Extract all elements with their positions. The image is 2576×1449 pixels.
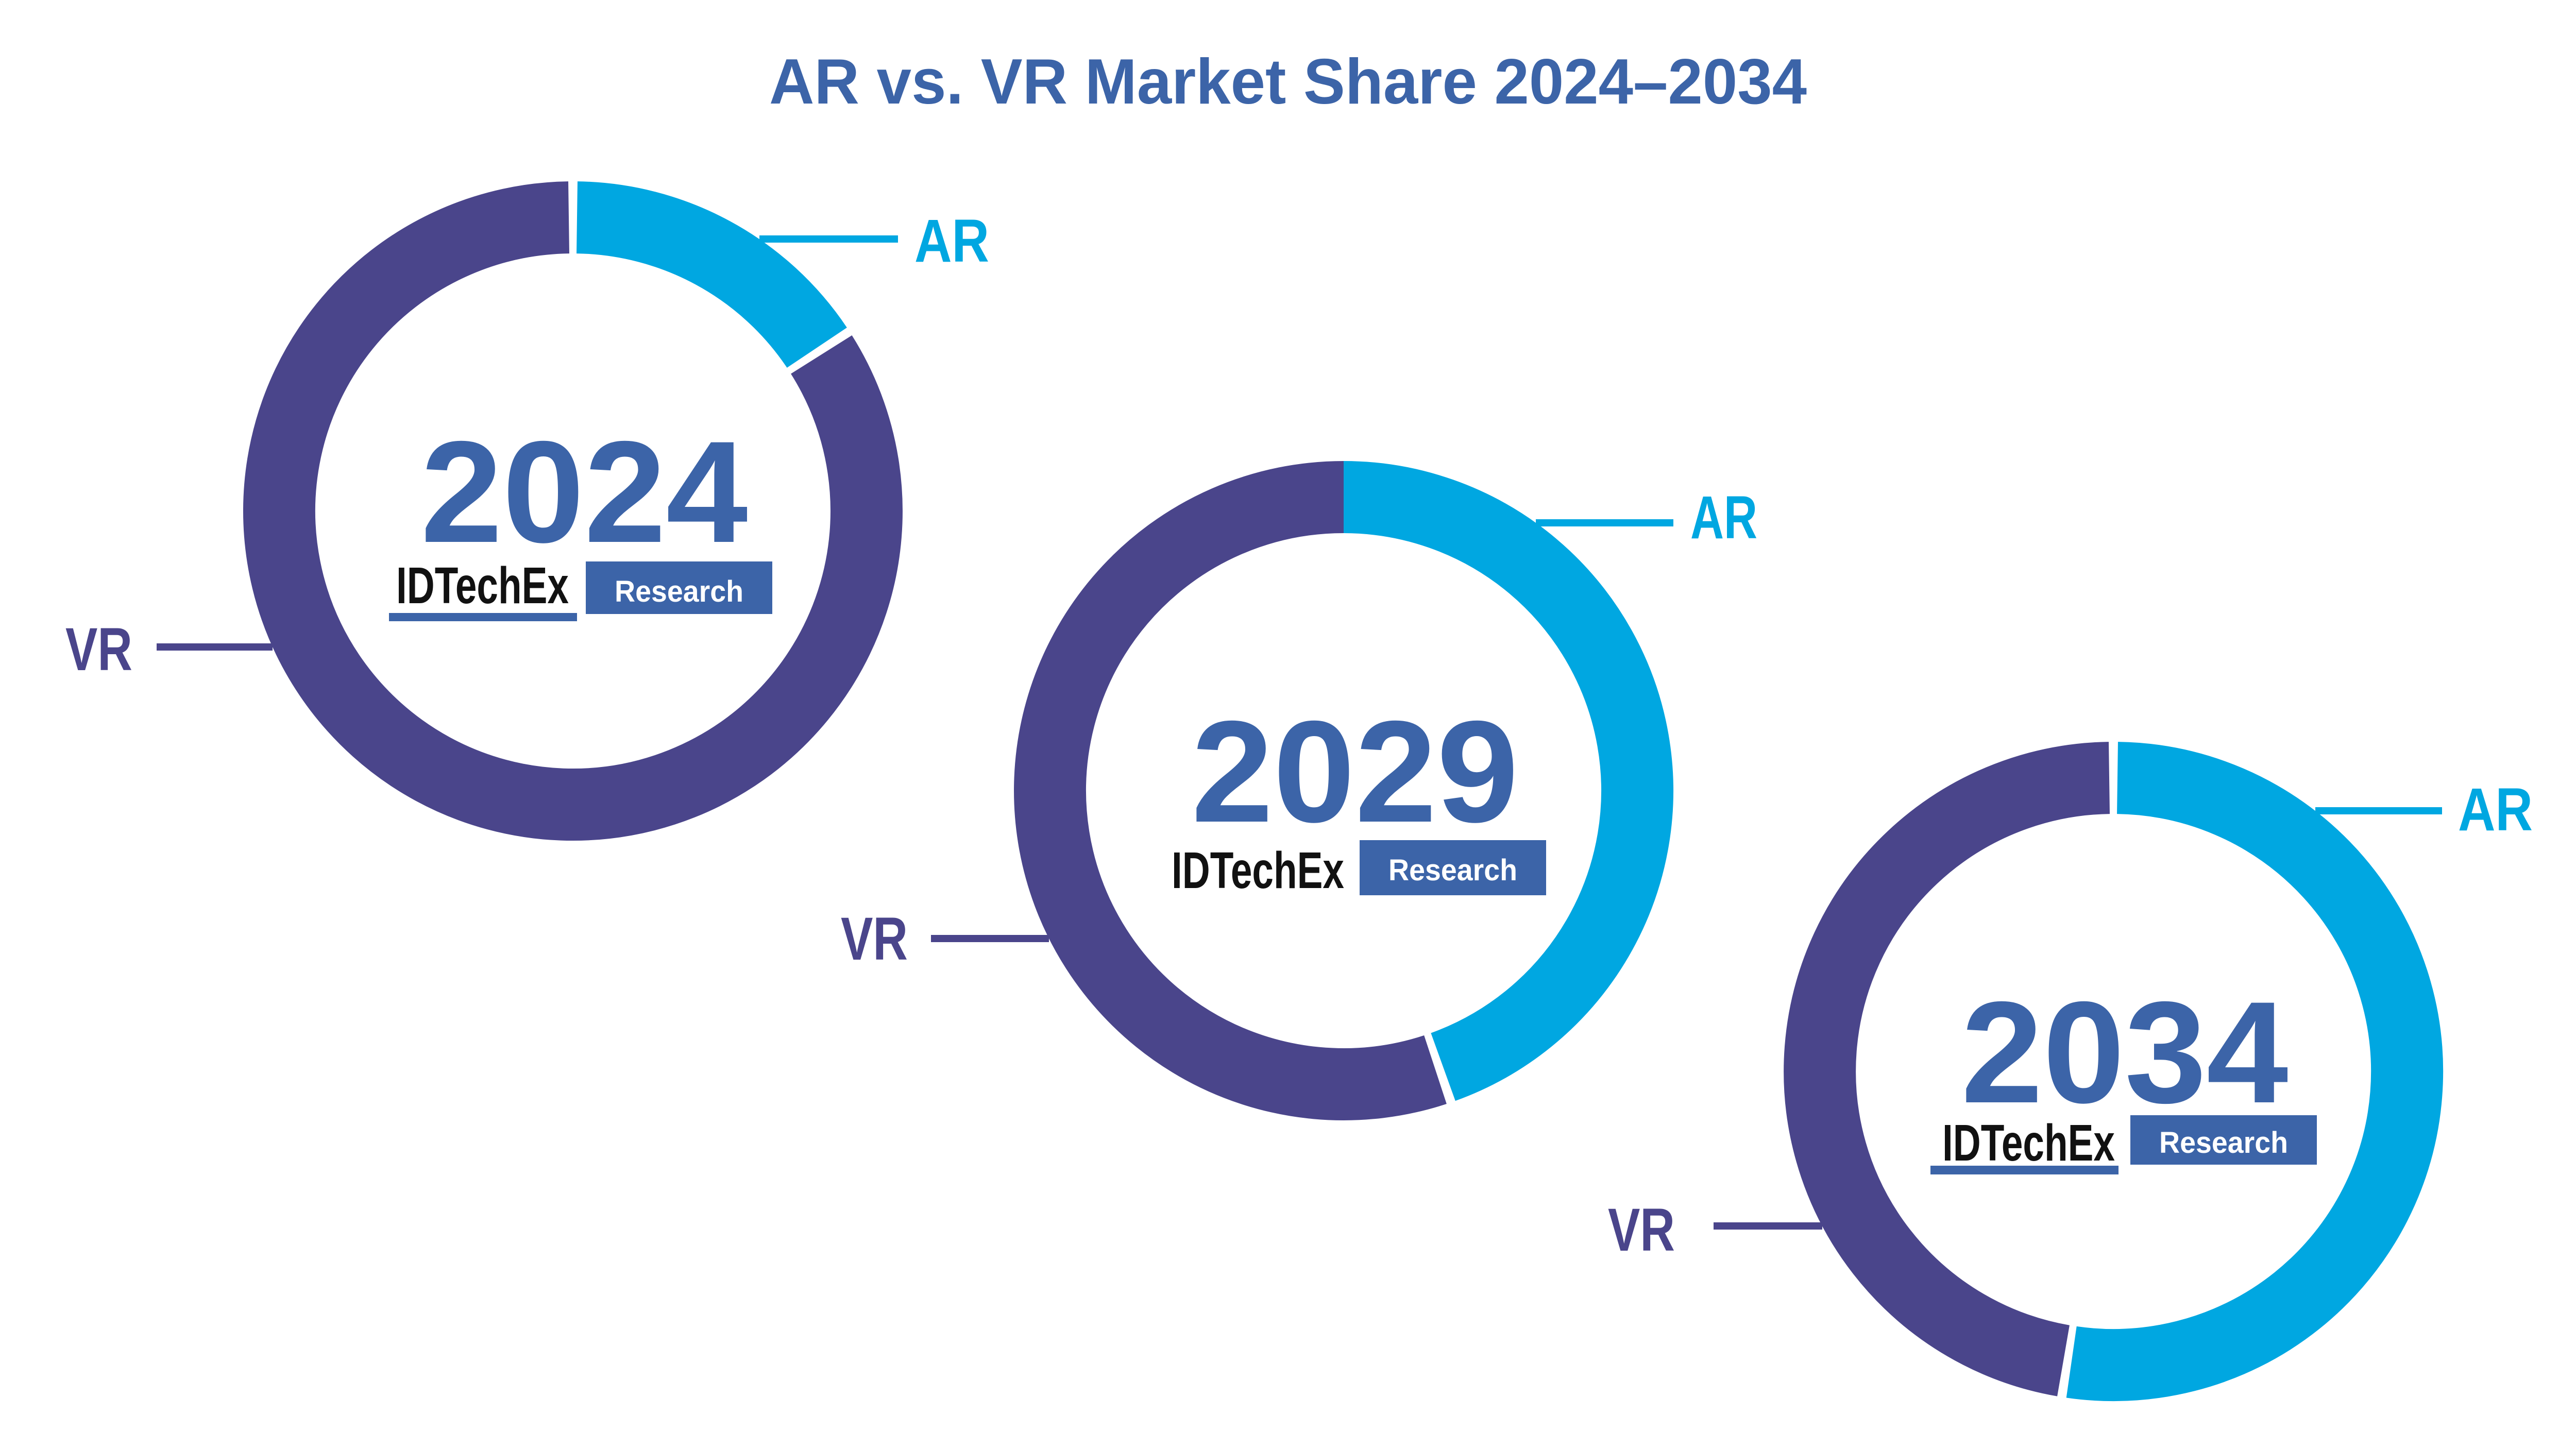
svg-text:AR: AR: [914, 207, 989, 275]
svg-text:Research: Research: [615, 575, 743, 608]
svg-text:Research: Research: [2159, 1126, 2288, 1160]
svg-text:VR: VR: [841, 905, 908, 973]
svg-text:IDTechEx: IDTechEx: [396, 557, 569, 615]
svg-text:2029: 2029: [1192, 691, 1519, 853]
svg-text:AR: AR: [2458, 776, 2533, 844]
svg-text:Research: Research: [1388, 854, 1517, 887]
svg-text:VR: VR: [65, 616, 132, 684]
svg-text:AR: AR: [1690, 484, 1757, 552]
svg-text:AR vs. VR Market Share 2024–20: AR vs. VR Market Share 2024–2034: [769, 46, 1807, 117]
svg-text:IDTechEx: IDTechEx: [1942, 1114, 2115, 1172]
svg-text:2024: 2024: [421, 411, 749, 573]
svg-text:IDTechEx: IDTechEx: [1172, 842, 1344, 899]
svg-text:VR: VR: [1608, 1196, 1675, 1264]
svg-text:2034: 2034: [1961, 971, 2290, 1133]
